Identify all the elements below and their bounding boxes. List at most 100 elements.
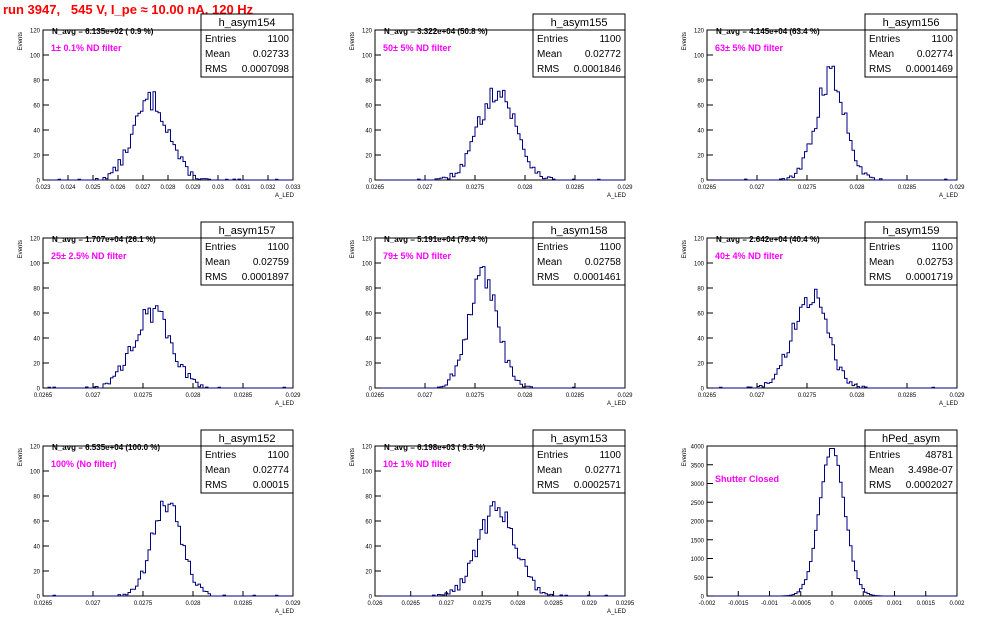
stat-key: Mean <box>537 49 562 60</box>
stat-value: 0.0001846 <box>574 64 622 75</box>
histogram-name: h_asym158 <box>551 225 608 237</box>
y-axis-title: Events <box>18 240 24 258</box>
stat-value: 0.02753 <box>917 257 954 268</box>
histogram-panel: 0.0265 0.027 0.0275 0.028 0.0285 0.029 0 20 40 60… <box>350 221 633 407</box>
stats-box <box>200 221 294 286</box>
y-tick-label: 20 <box>365 570 372 576</box>
y-tick-label: 120 <box>30 445 41 451</box>
x-tick-label: 0.028 <box>510 601 526 607</box>
stat-key: Entries <box>205 34 236 45</box>
y-tick-label: 40 <box>365 129 372 135</box>
y-axis-title: Events <box>682 448 688 466</box>
y-tick-label: 0 <box>369 595 373 601</box>
x-tick-label: 0.0265 <box>402 601 421 607</box>
y-tick-label: 0 <box>37 595 41 601</box>
y-tick-label: 100 <box>362 54 373 60</box>
x-tick-label: 0.027 <box>85 393 101 399</box>
x-tick-label: 0.0275 <box>134 601 153 607</box>
y-tick-label: 500 <box>694 576 705 582</box>
y-tick-label: 0 <box>701 179 705 185</box>
y-axis-title: Events <box>682 32 688 50</box>
y-axis-title: Events <box>350 448 356 466</box>
stat-value: 0.02759 <box>253 257 290 268</box>
y-tick-label: 40 <box>697 129 704 135</box>
x-axis-title: A_LED <box>275 401 295 407</box>
filter-label: 63± 5% ND filter <box>715 43 783 53</box>
y-tick-label: 40 <box>697 337 704 343</box>
stats-box <box>532 221 626 286</box>
stat-value: 0.0001461 <box>574 272 622 283</box>
x-tick-label: 0.026 <box>110 185 126 191</box>
x-tick-label: 0.0275 <box>798 185 817 191</box>
x-tick-label: 0.028 <box>517 185 533 191</box>
x-tick-label: 0.027 <box>417 393 433 399</box>
x-tick-label: 0.0295 <box>616 601 635 607</box>
stats-box <box>864 429 958 494</box>
x-tick-label: 0.0265 <box>698 185 717 191</box>
histogram-name: h_asym152 <box>219 433 276 445</box>
x-tick-label: 0.0285 <box>898 185 917 191</box>
histogram-name: h_asym153 <box>551 433 608 445</box>
y-axis-title: Events <box>350 32 356 50</box>
stat-key: Entries <box>537 242 568 253</box>
x-tick-label: 0.028 <box>849 185 865 191</box>
x-tick-label: 0.028 <box>160 185 176 191</box>
x-tick-label: 0 <box>830 601 834 607</box>
navg-label: N_avg = 6.135e+02 ( 0.9 %) <box>52 27 154 36</box>
y-tick-label: 20 <box>365 154 372 160</box>
stat-key: Mean <box>537 465 562 476</box>
y-tick-label: 120 <box>362 445 373 451</box>
x-tick-label: 0.029 <box>949 393 965 399</box>
y-tick-label: 80 <box>697 79 704 85</box>
navg-label: N_avg = 6.535e+04 (100.0 %) <box>52 443 160 452</box>
x-tick-label: 0.0285 <box>234 601 253 607</box>
x-tick-label: 0.0265 <box>366 393 385 399</box>
navg-label: N_avg = 6.198e+03 ( 9.5 %) <box>384 443 486 452</box>
y-tick-label: 60 <box>697 312 704 318</box>
y-tick-label: 120 <box>30 237 41 243</box>
y-tick-label: 3500 <box>691 463 705 469</box>
histogram-series <box>43 305 293 389</box>
histogram-name: hPed_asym <box>882 433 940 445</box>
y-tick-label: 2500 <box>691 501 705 507</box>
x-tick-label: -0.002 <box>698 601 716 607</box>
stat-value: 0.0002571 <box>574 480 622 491</box>
stat-value: 0.02733 <box>253 49 290 60</box>
stat-key: Mean <box>205 465 230 476</box>
stat-value: 0.0001897 <box>242 272 290 283</box>
stat-key: RMS <box>205 480 228 491</box>
x-tick-label: 0.0275 <box>473 601 492 607</box>
stat-value: 1100 <box>931 34 953 45</box>
stats-box <box>200 429 294 494</box>
x-tick-label: 0.027 <box>417 185 433 191</box>
x-tick-label: 0.001 <box>887 601 903 607</box>
y-tick-label: 40 <box>33 545 40 551</box>
x-tick-label: 0.03 <box>212 185 224 191</box>
x-tick-label: 0.0265 <box>34 393 53 399</box>
y-tick-label: 2000 <box>691 520 705 526</box>
filter-label: Shutter Closed <box>715 474 779 484</box>
stat-key: Mean <box>537 257 562 268</box>
y-tick-label: 120 <box>694 29 705 35</box>
stat-value: 0.02774 <box>253 465 290 476</box>
x-tick-label: 0.0275 <box>466 393 485 399</box>
histogram-name: h_asym154 <box>219 17 276 29</box>
x-tick-label: 0.033 <box>285 185 301 191</box>
stat-value: 0.02772 <box>585 49 622 60</box>
x-tick-label: 0.0265 <box>34 601 53 607</box>
navg-label: N_avg = 2.642e+04 (40.4 %) <box>716 235 820 244</box>
y-tick-label: 60 <box>365 312 372 318</box>
x-tick-label: 0.0285 <box>898 393 917 399</box>
stat-value: 0.0002027 <box>906 480 954 491</box>
y-tick-label: 1000 <box>691 557 705 563</box>
navg-label: N_avg = 1.707e+04 (26.1 %) <box>52 235 156 244</box>
stats-box <box>864 221 958 286</box>
filter-label: 79± 5% ND filter <box>383 251 451 261</box>
x-tick-label: 0.029 <box>185 185 201 191</box>
stat-key: Entries <box>537 450 568 461</box>
y-tick-label: 40 <box>365 337 372 343</box>
x-tick-label: 0.026 <box>367 601 383 607</box>
stat-key: Entries <box>869 450 900 461</box>
x-tick-label: -0.0005 <box>791 601 812 607</box>
